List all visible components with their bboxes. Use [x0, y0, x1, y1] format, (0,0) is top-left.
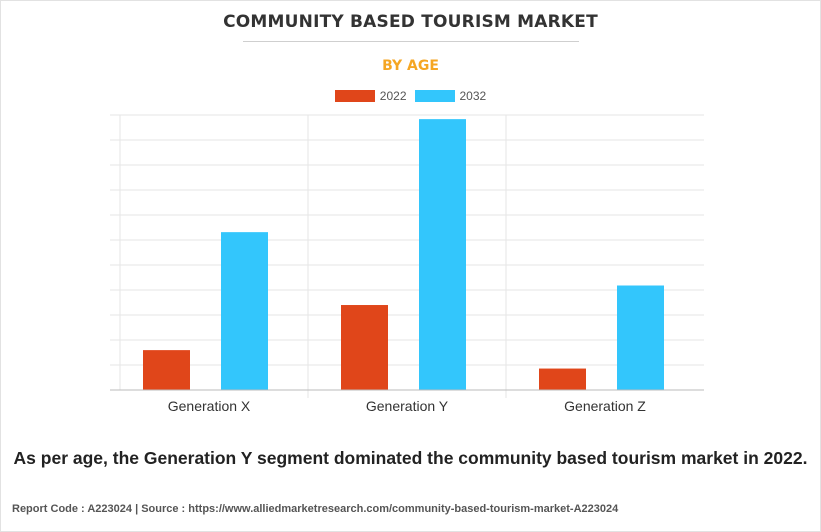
report-source-footer: Report Code : A223024 | Source : https:/… [12, 503, 619, 515]
bar-2022-generation-z [539, 368, 586, 390]
x-tick-label: Generation Z [564, 398, 646, 414]
title-divider [243, 41, 579, 42]
chart-subtitle: BY AGE [382, 58, 439, 74]
legend-label-2032: 2032 [459, 89, 487, 103]
chart-title: COMMUNITY BASED TOURISM MARKET [223, 12, 598, 32]
bar-2022-generation-x [143, 350, 190, 390]
x-tick-label: Generation Y [366, 398, 449, 414]
bar-2032-generation-y [419, 119, 466, 390]
legend-label-2022: 2022 [379, 89, 407, 103]
legend-item-2022[interactable]: 2022 [334, 89, 407, 103]
bar-2032-generation-z [617, 285, 664, 390]
legend-swatch-2032 [414, 90, 455, 102]
legend-item-2032[interactable]: 2032 [414, 89, 487, 103]
bar-2022-generation-y [341, 305, 388, 390]
chart-caption: As per age, the Generation Y segment dom… [13, 448, 808, 468]
chart-legend: 2022 2032 [0, 89, 821, 103]
x-tick-label: Generation X [168, 398, 251, 414]
bar-2032-generation-x [221, 232, 268, 390]
legend-swatch-2022 [334, 90, 375, 102]
bar-chart: Generation X Generation Y Generation Z [110, 114, 704, 414]
